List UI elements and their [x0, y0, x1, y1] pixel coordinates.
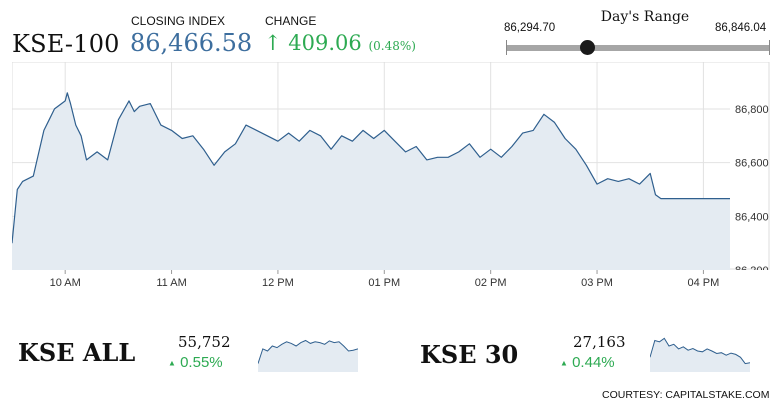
- x-tick-label: 04 PM: [688, 277, 720, 289]
- days-range-low: 86,294.70: [504, 22, 556, 34]
- kse-30-sparkline: [650, 337, 750, 372]
- x-tick-label: 01 PM: [368, 277, 400, 289]
- y-tick-label: 86,800: [735, 104, 769, 116]
- kse-30-percent: 0.44%: [572, 354, 615, 371]
- days-range-high: 86,846.04: [715, 22, 767, 34]
- kse-all-sparkline: [258, 339, 358, 372]
- kse-all-percent: 0.55%: [180, 354, 223, 371]
- change-percent: (0.48%): [368, 39, 416, 53]
- kse-30-value: 27,163: [573, 333, 626, 351]
- kse-30-up-icon: ▲: [560, 358, 568, 368]
- change-label: CHANGE: [265, 14, 317, 28]
- kse-all-change: ▲ 0.55%: [168, 354, 223, 371]
- x-axis: 10 AM 11 AM 12 PM 01 PM 02 PM 03 PM 04 PM: [50, 270, 720, 289]
- x-tick-label: 03 PM: [581, 277, 613, 289]
- index-name: KSE-100: [12, 30, 120, 58]
- series-line: [12, 92, 730, 244]
- x-tick-label: 02 PM: [475, 277, 507, 289]
- y-tick-label: 86,600: [735, 158, 769, 170]
- kse-30-change: ▲ 0.44%: [560, 354, 615, 371]
- series-area: [12, 92, 730, 270]
- days-range-marker: [580, 40, 596, 55]
- days-range-title: Day's Range: [600, 9, 690, 25]
- days-range-track: [506, 45, 770, 51]
- sparkline-line: [650, 337, 750, 365]
- x-tick-label: 11 AM: [156, 277, 186, 289]
- change-value: 409.06: [288, 31, 362, 55]
- up-arrow-icon: ↑: [264, 31, 282, 55]
- days-range-end-tick: [769, 40, 770, 55]
- days-range-start-tick: [506, 40, 507, 55]
- sparkline-area: [258, 340, 358, 372]
- closing-index-value: 86,466.58: [130, 29, 253, 57]
- kse100-intraday-chart: 86,200 86,400 86,600 86,800: [12, 62, 770, 270]
- kse-all-up-icon: ▲: [168, 358, 176, 368]
- change-block: ↑ 409.06 (0.48%): [264, 31, 416, 55]
- x-tick-label: 10 AM: [50, 277, 81, 289]
- courtesy-credit: COURTESY: CAPITALSTAKE.COM: [602, 389, 770, 401]
- y-tick-label: 86,400: [735, 211, 769, 223]
- x-tick-label: 12 PM: [262, 277, 294, 289]
- sparkline-line: [258, 339, 358, 364]
- kse-30-name: KSE 30: [420, 340, 519, 369]
- kse-all-name: KSE ALL: [18, 338, 136, 367]
- sparkline-area: [650, 338, 750, 372]
- kse-all-value: 55,752: [178, 333, 231, 351]
- y-tick-label: 86,200: [735, 265, 769, 270]
- closing-index-label: CLOSING INDEX: [131, 14, 226, 28]
